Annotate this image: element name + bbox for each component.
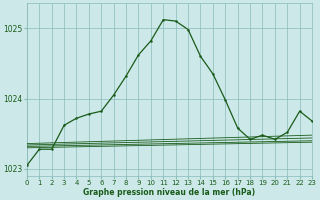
X-axis label: Graphe pression niveau de la mer (hPa): Graphe pression niveau de la mer (hPa) <box>84 188 256 197</box>
